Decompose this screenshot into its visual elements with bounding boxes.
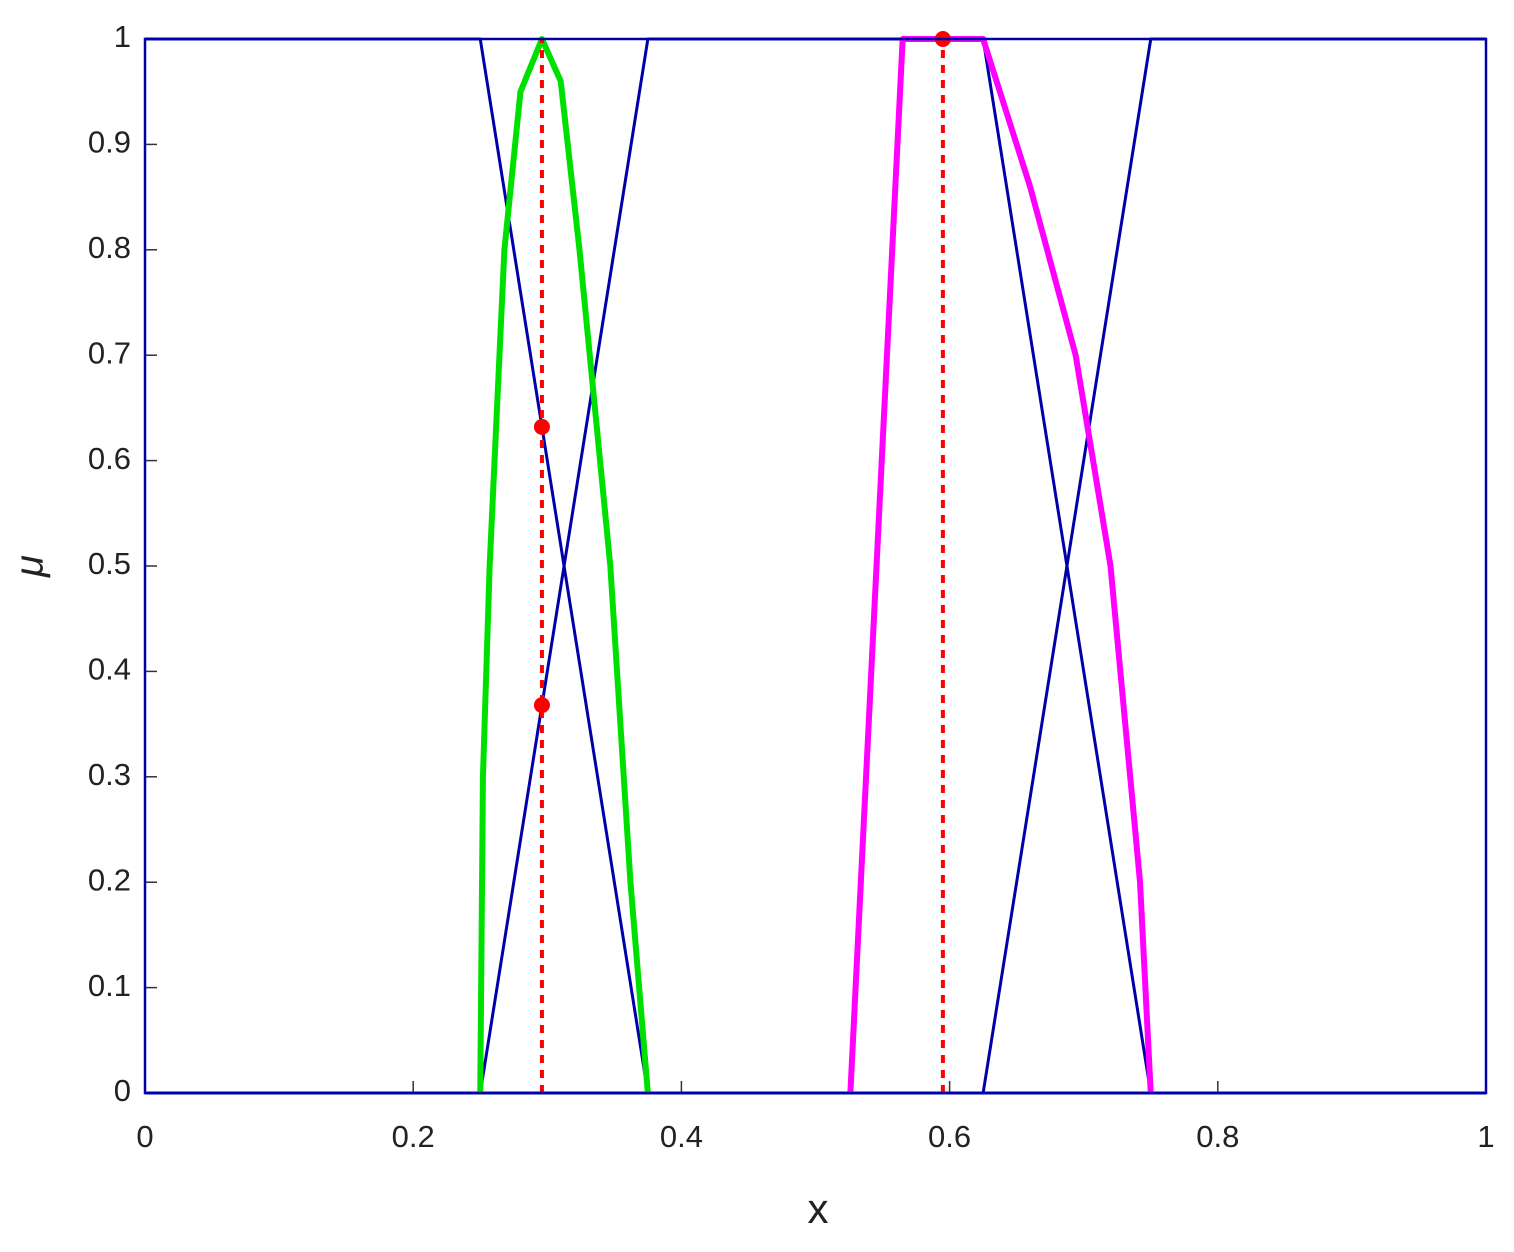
- y-tick-label: 0.8: [88, 230, 131, 265]
- x-axis-label: x: [808, 1185, 829, 1232]
- series-line: [145, 37, 1486, 1095]
- x-tick-label: 0.6: [928, 1119, 971, 1154]
- y-tick-label: 0.7: [88, 335, 131, 370]
- y-tick-label: 0.1: [88, 968, 131, 1003]
- x-tick-label: 0: [136, 1119, 153, 1154]
- y-tick-label: 0.4: [88, 652, 131, 687]
- y-tick-label: 0: [114, 1073, 131, 1108]
- x-tick-label: 0.2: [392, 1119, 435, 1154]
- x-tick-label: 1: [1477, 1119, 1494, 1154]
- y-tick-label: 0.3: [88, 757, 131, 792]
- series-line: [145, 37, 1486, 1095]
- y-tick-label: 1: [114, 19, 131, 54]
- y-axis-label: μ: [8, 555, 52, 578]
- series-line: [145, 37, 1486, 1095]
- point: [533, 697, 550, 714]
- y-tick-label: 0.5: [88, 546, 131, 581]
- series-line: [847, 36, 1154, 1094]
- y-tick-label: 0.9: [88, 125, 131, 160]
- plot-frame: [143, 37, 1488, 1095]
- y-tick-label: 0.6: [88, 441, 131, 476]
- point: [533, 418, 550, 435]
- x-tick-label: 0.4: [660, 1119, 703, 1154]
- x-tick-label: 0.8: [1196, 1119, 1239, 1154]
- y-tick-label: 0.2: [88, 862, 131, 897]
